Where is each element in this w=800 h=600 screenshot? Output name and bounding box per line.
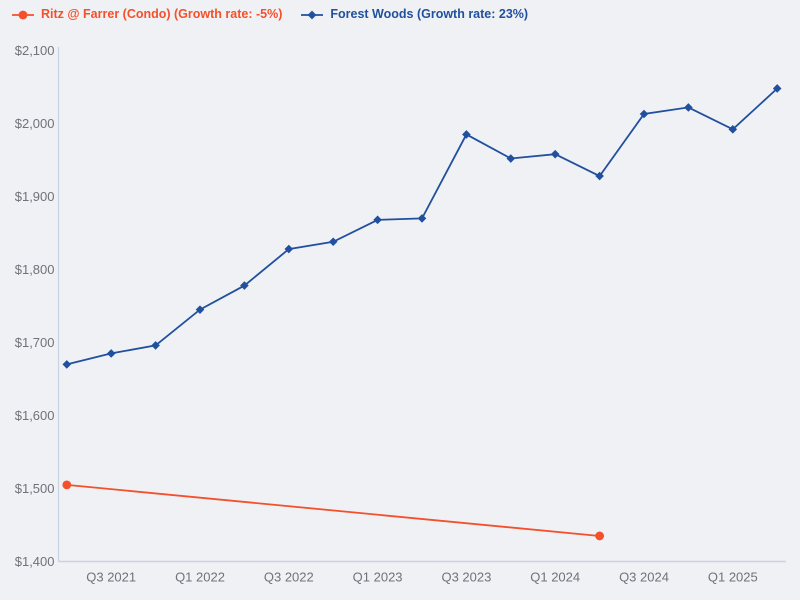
data-point-marker[interactable] — [684, 103, 693, 112]
data-point-marker[interactable] — [328, 237, 338, 247]
data-point-marker[interactable] — [462, 130, 471, 139]
data-point-marker[interactable] — [595, 171, 604, 181]
data-point-marker[interactable] — [373, 215, 382, 225]
x-tick-label: Q3 2024 — [619, 570, 669, 585]
x-tick-label: Q1 2023 — [353, 570, 403, 585]
y-tick-label: $1,700 — [15, 335, 55, 350]
data-point-marker[interactable] — [639, 109, 649, 119]
legend-label-forest-woods: Forest Woods (Growth rate: 23%) — [330, 7, 529, 21]
y-tick-label: $1,400 — [15, 554, 55, 569]
data-point-marker[interactable] — [62, 480, 72, 490]
series-ritz-farrer — [62, 480, 604, 541]
diamond-marker-icon — [301, 10, 324, 19]
data-point-marker[interactable] — [728, 125, 738, 134]
legend-item-ritz-farrer[interactable]: Ritz @ Farrer (Condo) (Growth rate: -5%) — [12, 7, 282, 22]
series-line — [66, 87, 778, 366]
data-point-marker[interactable] — [195, 305, 205, 314]
data-point-marker[interactable] — [595, 531, 604, 541]
series-line — [66, 484, 600, 537]
y-tick-label: $2,000 — [15, 116, 55, 131]
y-tick-label: $1,800 — [15, 262, 55, 277]
legend-item-forest-woods[interactable]: Forest Woods (Growth rate: 23%) — [301, 7, 528, 22]
x-tick-label: Q3 2023 — [441, 570, 491, 585]
data-point-marker[interactable] — [62, 360, 72, 369]
data-point-marker[interactable] — [284, 244, 294, 254]
data-point-marker[interactable] — [240, 281, 249, 290]
legend-label-ritz-farrer: Ritz @ Farrer (Condo) (Growth rate: -5%) — [41, 7, 283, 21]
data-point-marker[interactable] — [151, 341, 160, 350]
chart-legend: Ritz @ Farrer (Condo) (Growth rate: -5%)… — [12, 7, 528, 22]
y-tick-label: $1,500 — [15, 481, 55, 496]
x-tick-label: Q1 2025 — [708, 570, 758, 585]
x-axis-tick-labels: Q3 2021 Q1 2022 Q3 2022 Q1 2023 Q3 2023 Q1 20… — [86, 570, 757, 585]
y-tick-label: $1,600 — [15, 408, 55, 423]
circle-marker-icon — [12, 10, 34, 19]
data-point-marker[interactable] — [772, 84, 782, 93]
y-tick-label: $2,100 — [15, 43, 55, 58]
y-axis-tick-labels: $2,100 $2,000 $1,900 $1,800 $1,700 $1,600 $1,5… — [15, 43, 55, 569]
x-tick-label: Q3 2021 — [86, 570, 136, 585]
data-point-marker[interactable] — [506, 154, 516, 163]
x-tick-label: Q3 2022 — [264, 570, 314, 585]
data-point-marker[interactable] — [106, 349, 116, 358]
data-point-marker[interactable] — [417, 214, 427, 223]
x-tick-label: Q1 2024 — [530, 570, 580, 585]
data-point-marker[interactable] — [550, 149, 560, 159]
series-forest-woods — [62, 84, 782, 369]
y-tick-label: $1,900 — [15, 189, 55, 204]
x-tick-label: Q1 2022 — [175, 570, 225, 585]
